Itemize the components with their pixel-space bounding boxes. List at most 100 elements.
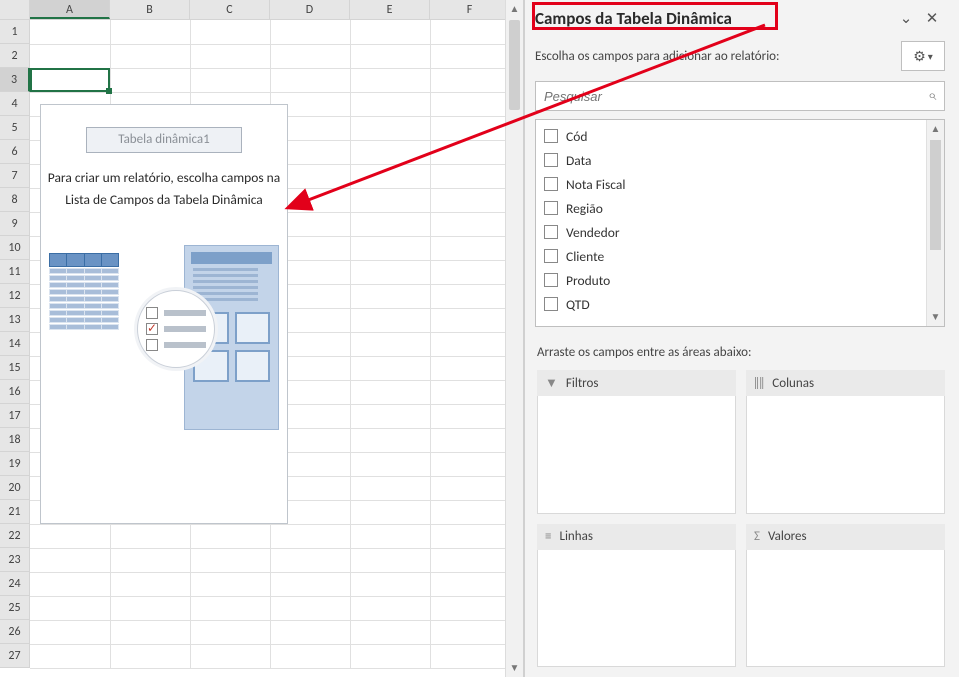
active-cell[interactable] bbox=[30, 68, 110, 92]
field-label: Região bbox=[566, 200, 603, 217]
pivot-illustration bbox=[49, 245, 279, 435]
filter-icon: ▼ bbox=[545, 375, 558, 391]
values-icon: Σ bbox=[754, 529, 760, 544]
field-item[interactable]: Cliente bbox=[544, 244, 922, 268]
scroll-up-icon[interactable]: ▲ bbox=[927, 120, 944, 138]
row-header-14[interactable]: 14 bbox=[0, 332, 30, 356]
gear-icon: ⚙ bbox=[913, 48, 926, 65]
row-header-16[interactable]: 16 bbox=[0, 380, 30, 404]
filters-drop-zone[interactable] bbox=[537, 396, 736, 514]
spreadsheet-region: ABCDEF 123456789101112131415161718192021… bbox=[0, 0, 524, 677]
search-input[interactable] bbox=[544, 89, 928, 104]
columns-area[interactable]: ‖‖Colunas bbox=[746, 370, 945, 514]
pivot-name-box[interactable]: Tabela dinâmica1 bbox=[86, 127, 242, 153]
row-header-22[interactable]: 22 bbox=[0, 524, 30, 548]
field-item[interactable]: Data bbox=[544, 148, 922, 172]
row-header-1[interactable]: 1 bbox=[0, 20, 30, 44]
row-header-20[interactable]: 20 bbox=[0, 476, 30, 500]
row-header-12[interactable]: 12 bbox=[0, 284, 30, 308]
row-header-23[interactable]: 23 bbox=[0, 548, 30, 572]
field-item[interactable]: QTD bbox=[544, 292, 922, 316]
field-checkbox[interactable] bbox=[544, 225, 558, 239]
pivot-placeholder[interactable]: Tabela dinâmica1 Para criar um relatório… bbox=[40, 104, 288, 524]
field-label: Nota Fiscal bbox=[566, 176, 625, 193]
field-label: Cód bbox=[566, 128, 587, 145]
field-item[interactable]: Nota Fiscal bbox=[544, 172, 922, 196]
mini-table-icon bbox=[49, 253, 119, 330]
row-header-2[interactable]: 2 bbox=[0, 44, 30, 68]
row-header-27[interactable]: 27 bbox=[0, 644, 30, 668]
sheet-vertical-scrollbar[interactable]: ▲ ▼ bbox=[505, 0, 523, 677]
collapse-icon[interactable]: ⌄ bbox=[893, 9, 919, 28]
values-drop-zone[interactable] bbox=[746, 550, 945, 668]
field-list: Cód Data Nota Fiscal Região Vendedor Cliente P… bbox=[535, 119, 945, 327]
magnifier-checklist-icon bbox=[137, 290, 215, 368]
values-area[interactable]: Σ Valores bbox=[746, 524, 945, 668]
scrollbar-thumb[interactable] bbox=[509, 20, 520, 110]
rows-label: Linhas bbox=[559, 529, 592, 544]
pane-subtitle: Escolha os campos para adicionar ao rela… bbox=[535, 49, 893, 64]
row-header-9[interactable]: 9 bbox=[0, 212, 30, 236]
field-item[interactable]: Produto bbox=[544, 268, 922, 292]
row-header-17[interactable]: 17 bbox=[0, 404, 30, 428]
rows-drop-zone[interactable] bbox=[537, 550, 736, 668]
field-checkbox[interactable] bbox=[544, 177, 558, 191]
scroll-down-icon[interactable]: ▼ bbox=[927, 308, 944, 326]
scroll-down-icon[interactable]: ▼ bbox=[506, 659, 523, 677]
column-header-F[interactable]: F bbox=[430, 0, 510, 19]
field-list-scrollbar[interactable]: ▲ ▼ bbox=[926, 120, 944, 326]
row-header-25[interactable]: 25 bbox=[0, 596, 30, 620]
values-label: Valores bbox=[768, 529, 807, 544]
row-header-15[interactable]: 15 bbox=[0, 356, 30, 380]
search-icon[interactable]: ⌕ bbox=[928, 87, 936, 105]
scroll-up-icon[interactable]: ▲ bbox=[506, 0, 523, 18]
row-header-10[interactable]: 10 bbox=[0, 236, 30, 260]
field-checkbox[interactable] bbox=[544, 129, 558, 143]
field-checkbox[interactable] bbox=[544, 249, 558, 263]
field-label: Cliente bbox=[566, 248, 604, 265]
field-label: Produto bbox=[566, 272, 610, 289]
field-item[interactable]: Vendedor bbox=[544, 220, 922, 244]
rows-icon: ≡ bbox=[545, 529, 551, 544]
row-headers: 1234567891011121314151617181920212223242… bbox=[0, 20, 30, 668]
scrollbar-thumb[interactable] bbox=[930, 140, 941, 250]
row-header-7[interactable]: 7 bbox=[0, 164, 30, 188]
settings-button[interactable]: ⚙ ▾ bbox=[901, 41, 945, 71]
column-header-C[interactable]: C bbox=[190, 0, 270, 19]
row-header-21[interactable]: 21 bbox=[0, 500, 30, 524]
field-checkbox[interactable] bbox=[544, 201, 558, 215]
column-header-B[interactable]: B bbox=[110, 0, 190, 19]
field-checkbox[interactable] bbox=[544, 273, 558, 287]
field-item[interactable]: Região bbox=[544, 196, 922, 220]
columns-label: Colunas bbox=[772, 376, 814, 391]
row-header-4[interactable]: 4 bbox=[0, 92, 30, 116]
field-label: QTD bbox=[566, 296, 590, 313]
search-box[interactable]: ⌕ bbox=[535, 81, 945, 111]
field-label: Data bbox=[566, 152, 591, 169]
row-header-26[interactable]: 26 bbox=[0, 620, 30, 644]
field-checkbox[interactable] bbox=[544, 297, 558, 311]
field-checkbox[interactable] bbox=[544, 153, 558, 167]
row-header-5[interactable]: 5 bbox=[0, 116, 30, 140]
row-header-3[interactable]: 3 bbox=[0, 68, 30, 92]
column-header-D[interactable]: D bbox=[270, 0, 350, 19]
cell-grid[interactable]: Tabela dinâmica1 Para criar um relatório… bbox=[30, 20, 523, 668]
row-header-24[interactable]: 24 bbox=[0, 572, 30, 596]
filters-area[interactable]: ▼Filtros bbox=[537, 370, 736, 514]
columns-drop-zone[interactable] bbox=[746, 396, 945, 514]
pivot-fields-pane: Campos da Tabela Dinâmica ⌄ ✕ Escolha os… bbox=[524, 0, 959, 677]
row-header-8[interactable]: 8 bbox=[0, 188, 30, 212]
column-headers: ABCDEF bbox=[0, 0, 523, 20]
row-header-6[interactable]: 6 bbox=[0, 140, 30, 164]
row-header-18[interactable]: 18 bbox=[0, 428, 30, 452]
dropdown-caret-icon: ▾ bbox=[928, 50, 933, 63]
column-header-A[interactable]: A bbox=[30, 0, 110, 19]
column-header-E[interactable]: E bbox=[350, 0, 430, 19]
rows-area[interactable]: ≡ Linhas bbox=[537, 524, 736, 668]
pane-title: Campos da Tabela Dinâmica bbox=[535, 8, 893, 29]
close-icon[interactable]: ✕ bbox=[919, 9, 945, 28]
row-header-11[interactable]: 11 bbox=[0, 260, 30, 284]
row-header-19[interactable]: 19 bbox=[0, 452, 30, 476]
field-item[interactable]: Cód bbox=[544, 124, 922, 148]
row-header-13[interactable]: 13 bbox=[0, 308, 30, 332]
